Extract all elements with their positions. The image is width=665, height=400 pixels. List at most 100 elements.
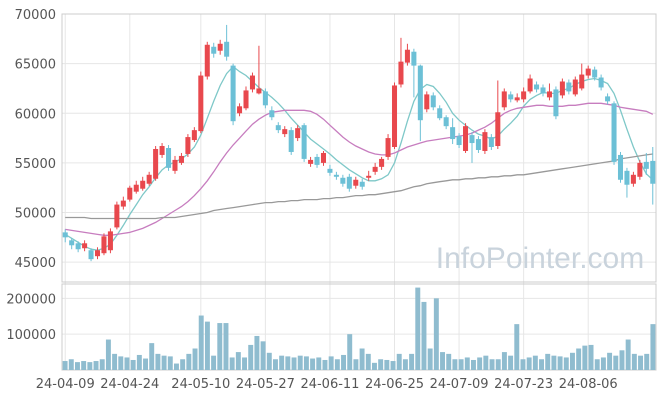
candle-body <box>82 243 88 249</box>
candle-body <box>553 89 559 117</box>
candle-body <box>501 91 507 108</box>
volume-bar <box>143 358 149 370</box>
date-axis-tick-label: 24-06-11 <box>300 377 359 392</box>
candle-body <box>198 75 204 132</box>
candle <box>366 170 372 181</box>
candle <box>546 83 552 101</box>
candle <box>256 45 262 95</box>
volume-bar <box>254 335 260 370</box>
volume-bar <box>464 357 470 370</box>
candle-body <box>320 152 327 163</box>
volume-bar <box>638 355 644 370</box>
candle-body <box>540 87 546 94</box>
volume-bar <box>74 362 80 370</box>
candle-body <box>488 137 494 148</box>
volume-bar <box>223 323 229 370</box>
candle-body <box>243 90 249 109</box>
grid-lines <box>62 13 656 370</box>
volume-bar <box>99 359 105 370</box>
candle <box>185 134 191 157</box>
volume-bar <box>619 350 625 370</box>
volume-bar <box>501 352 507 370</box>
candle-body <box>327 168 333 173</box>
volume-bar <box>594 359 600 370</box>
price-axis-tick-label: 50000 <box>15 207 56 222</box>
volume-bar <box>396 353 402 370</box>
candle <box>69 238 75 250</box>
volume-bar <box>204 321 210 370</box>
candle-body <box>624 170 630 185</box>
candle <box>75 241 81 253</box>
volume-bar <box>532 355 538 370</box>
volume-bar <box>316 357 322 370</box>
volume-bar <box>588 344 594 370</box>
volume-panel-frame <box>61 283 657 371</box>
volume-bar <box>198 315 204 370</box>
candle <box>385 134 391 160</box>
candle <box>495 80 501 149</box>
volume-bar <box>625 339 631 370</box>
candle <box>101 233 107 256</box>
volume-axis-tick-label: 200000 <box>6 292 56 307</box>
candle <box>140 176 146 191</box>
candle <box>159 143 165 158</box>
candle <box>340 174 346 187</box>
candle-body <box>172 159 178 171</box>
candle <box>211 42 217 58</box>
volume-bar <box>390 361 396 370</box>
candle-body <box>546 91 552 98</box>
candle <box>308 156 314 167</box>
volume-bar <box>452 359 458 370</box>
candle-body <box>204 44 210 77</box>
candle <box>275 122 281 134</box>
volume-bar <box>470 359 476 370</box>
candle <box>217 39 223 55</box>
candle-body <box>120 200 126 207</box>
volume-bar <box>229 357 235 370</box>
candle <box>153 146 159 181</box>
candle-body <box>605 96 611 102</box>
volume-bar <box>477 357 483 370</box>
candle <box>230 63 236 126</box>
candle <box>269 106 275 121</box>
candle-body <box>366 175 372 178</box>
volume-bar <box>427 348 433 370</box>
candle-body <box>75 243 81 250</box>
volume-bar <box>384 359 390 370</box>
candle-body <box>359 181 365 187</box>
candle-body <box>514 97 520 101</box>
date-axis-tick-label: 24-05-10 <box>171 377 230 392</box>
candle-body <box>611 103 617 162</box>
price-axis-tick-label: 65000 <box>15 58 56 73</box>
candle <box>579 63 585 91</box>
volume-bar <box>551 355 557 370</box>
volume-bar <box>353 359 359 370</box>
candle <box>637 159 643 180</box>
candle <box>501 88 507 111</box>
volume-bar <box>328 356 334 370</box>
volume-bar <box>495 359 501 370</box>
candle-body <box>217 43 223 51</box>
candle <box>353 176 359 189</box>
volume-bar <box>409 353 415 370</box>
candle <box>424 91 430 113</box>
candle <box>450 118 456 145</box>
candle <box>463 123 469 153</box>
candle <box>94 247 101 260</box>
volume-bar <box>118 356 124 370</box>
date-axis-tick-label: 24-05-27 <box>236 377 295 392</box>
volume-bar <box>149 343 155 370</box>
candle <box>456 133 462 148</box>
candle-body <box>534 84 540 90</box>
candle-body <box>340 177 346 184</box>
volume-bar <box>167 356 173 370</box>
volume-bar <box>130 359 136 370</box>
candle-body <box>482 132 488 151</box>
candle-body <box>127 187 133 200</box>
volume-bar <box>248 344 254 370</box>
candle <box>411 48 417 98</box>
candle-body <box>417 65 423 121</box>
candle-body <box>256 88 262 94</box>
volume-bar <box>489 359 495 370</box>
